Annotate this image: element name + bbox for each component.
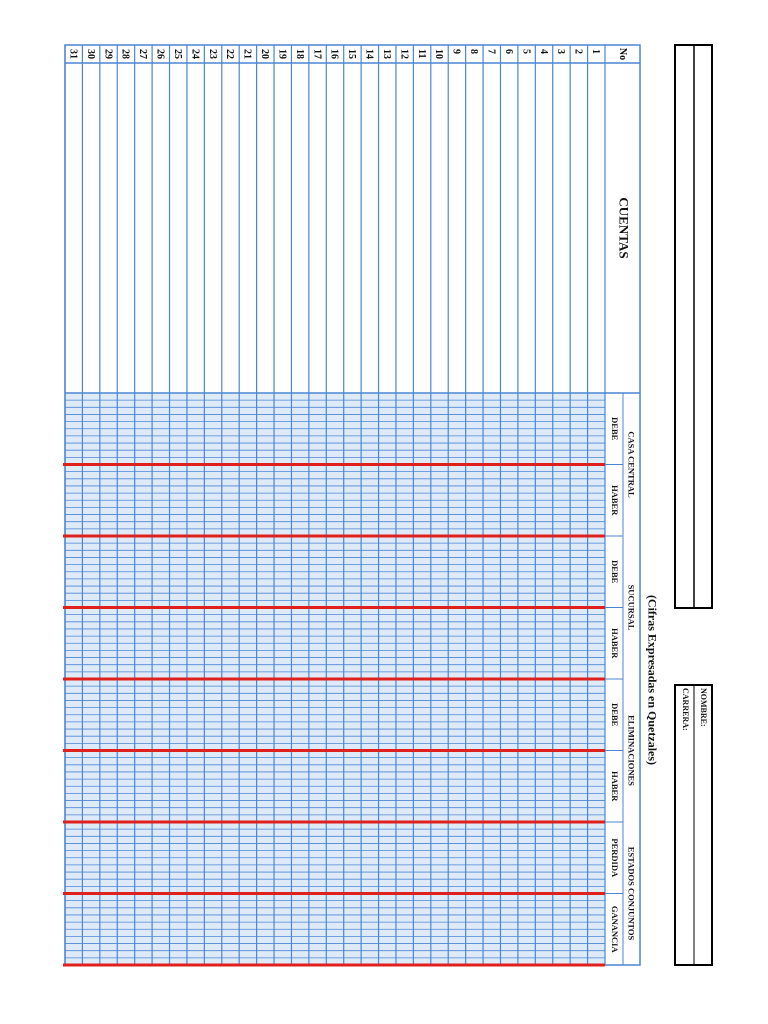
row-number: 27	[137, 49, 148, 59]
number-header: No	[617, 48, 628, 60]
column-header: PERDIDA	[610, 838, 620, 878]
group-header: ESTADOS CONJUNTOS	[627, 847, 637, 941]
column-header: HABER	[610, 485, 620, 516]
column-header: DEBE	[610, 703, 620, 726]
row-number: 3	[555, 49, 566, 54]
row-number: 16	[329, 49, 340, 59]
column-header: HABER	[610, 628, 620, 659]
row-number: 11	[416, 49, 427, 58]
row-number: 29	[102, 49, 113, 59]
row-number: 31	[67, 49, 78, 59]
worksheet: NOMBRE: CARRERA: (Cifras Expresadas en Q…	[63, 44, 713, 967]
name-label: NOMBRE:	[699, 688, 708, 727]
row-number: 6	[503, 49, 514, 54]
row-number: 9	[451, 49, 462, 54]
column-header: GANANCIA	[610, 906, 620, 954]
row-number: 15	[346, 49, 357, 59]
column-header: DEBE	[610, 417, 620, 440]
row-number: 1	[590, 49, 601, 54]
row-number: 18	[294, 49, 305, 59]
row-number: 4	[538, 49, 549, 54]
career-label: CARRERA:	[681, 688, 690, 731]
row-number: 12	[398, 49, 409, 59]
row-number: 20	[259, 49, 270, 59]
row-number: 5	[520, 49, 531, 54]
row-number: 24	[189, 49, 200, 59]
row-number: 13	[381, 49, 392, 59]
group-header: SUCURSAL	[627, 585, 637, 631]
row-number: 22	[224, 49, 235, 59]
row-number: 17	[311, 49, 322, 59]
row-number: 26	[155, 49, 166, 59]
row-number: 30	[85, 49, 96, 59]
column-header: DEBE	[610, 560, 620, 583]
column-header: HABER	[610, 771, 620, 802]
group-header: ELIMINACIONES	[627, 715, 637, 786]
row-number: 25	[172, 49, 183, 59]
row-number: 21	[242, 49, 253, 59]
row-number: 19	[276, 49, 287, 59]
row-number: 23	[207, 49, 218, 59]
group-header: CASA CENTRAL	[627, 431, 637, 498]
row-number: 2	[573, 49, 584, 54]
row-number: 14	[364, 49, 375, 59]
row-number: 7	[485, 49, 496, 54]
row-number: 10	[433, 49, 444, 59]
row-number: 8	[468, 49, 479, 54]
subtitle: (Cifras Expresadas en Quetzales)	[645, 595, 659, 765]
accounts-header: CUENTAS	[617, 197, 632, 258]
row-number: 28	[120, 49, 131, 59]
